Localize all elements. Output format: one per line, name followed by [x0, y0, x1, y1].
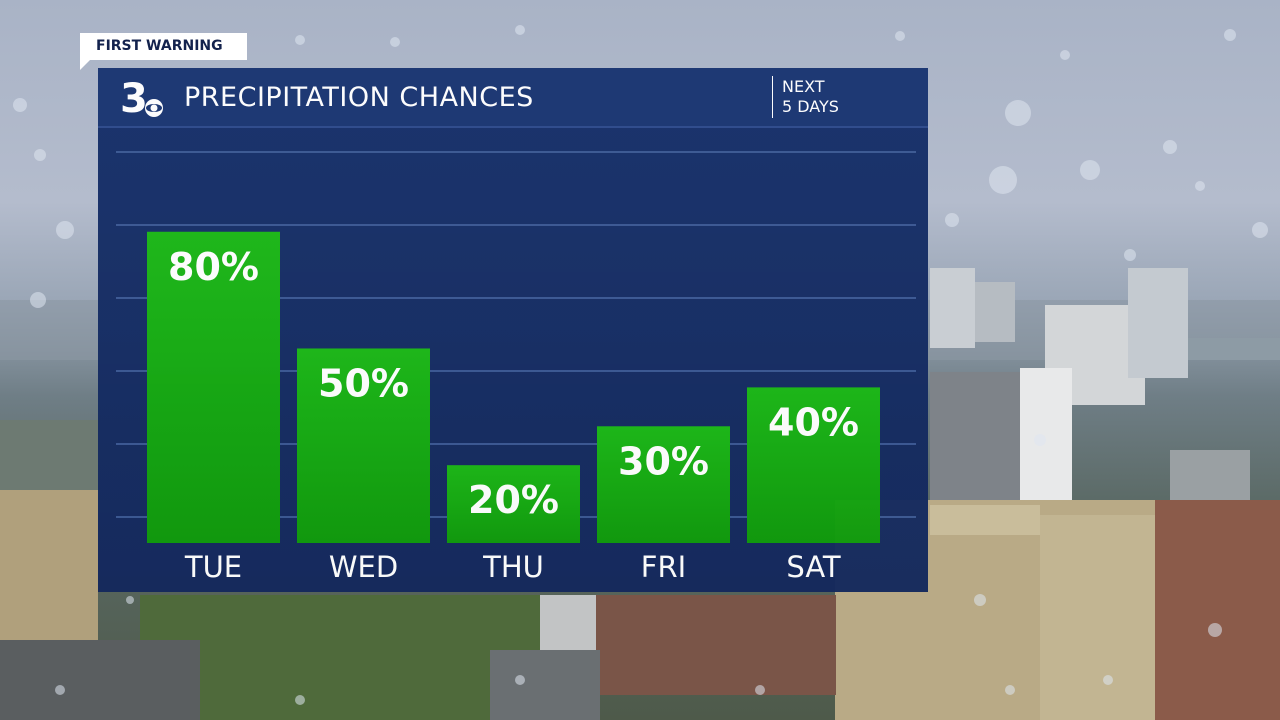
day-label-tue: TUE	[184, 550, 242, 584]
bar-value-label-sat: 40%	[768, 400, 859, 444]
bar-fri	[597, 426, 730, 543]
chart-subtitle: NEXT 5 DAYS	[782, 77, 839, 117]
bar-tue	[147, 231, 280, 543]
panel-header: 3 PRECIPITATION CHANCES NEXT 5 DAYS	[98, 68, 928, 128]
day-label-wed: WED	[329, 550, 398, 584]
precipitation-panel: 3 PRECIPITATION CHANCES NEXT 5 DAYS 80% T…	[98, 68, 928, 592]
bar-sat	[747, 387, 880, 543]
channel-3-logo-icon: 3	[120, 76, 163, 120]
subtitle-line-2: 5 DAYS	[782, 97, 839, 116]
bar-wed	[297, 348, 430, 543]
bar-value-label-thu: 20%	[468, 478, 559, 522]
bar-value-label-fri: 30%	[618, 439, 709, 483]
header-divider	[772, 76, 773, 118]
bar-value-label-tue: 80%	[168, 245, 259, 289]
subtitle-line-1: NEXT	[782, 77, 825, 96]
day-label-sat: SAT	[786, 550, 841, 584]
day-label-thu: THU	[482, 550, 544, 584]
logo-number: 3	[120, 76, 148, 120]
bar-thu	[447, 465, 580, 543]
chart-title: PRECIPITATION CHANCES	[184, 82, 534, 113]
precipitation-bar-chart: 80% TUE 50% WED 20% THU 30% FRI 40% SAT	[116, 151, 916, 584]
day-label-fri: FRI	[641, 550, 686, 584]
first-warning-badge: FIRST WARNING	[80, 33, 247, 70]
bar-value-label-wed: 50%	[318, 361, 409, 405]
